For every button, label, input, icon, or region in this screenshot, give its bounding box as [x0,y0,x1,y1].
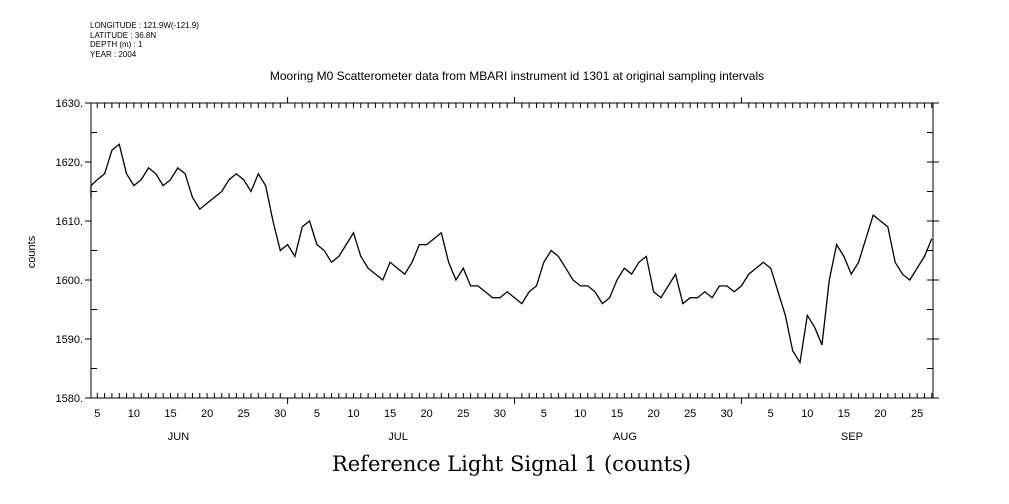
x-tick-label: 15 [838,408,850,420]
metadata-block: LONGITUDE : 121.9W(-121.9) LATITUDE : 36… [90,21,199,59]
year-label: YEAR : 2004 [90,49,137,59]
depth-label: DEPTH (m) : 1 [90,40,143,49]
month-label: AUG [613,431,637,443]
x-tick-label: 5 [314,408,320,420]
latitude-label: LATITUDE : 36.8N [90,30,157,40]
y-tick-label: 1590. [55,334,83,346]
y-tick-label: 1630. [55,98,83,110]
y-tick-label: 1580. [55,393,83,405]
x-tick-label: 5 [94,408,100,420]
x-tick-label: 10 [574,408,586,420]
x-tick-label: 5 [768,408,774,420]
y-tick-label: 1620. [55,157,83,169]
x-tick-label: 30 [494,408,506,420]
x-tick-label: 25 [457,408,469,420]
x-axis-label: Reference Light Signal 1 (counts) [331,452,692,476]
y-axis-label: counts [26,235,38,268]
x-tick-label: 10 [128,408,140,420]
x-tick-label: 10 [347,408,359,420]
x-tick-label: 15 [384,408,396,420]
plot-frame [90,102,934,399]
month-label: JUN [168,431,189,443]
x-tick-label: 25 [911,408,923,420]
x-tick-label: 20 [647,408,659,420]
x-tick-label: 30 [274,408,286,420]
y-tick-label: 1600. [55,275,83,287]
x-tick-label: 20 [421,408,433,420]
x-tick-label: 5 [541,408,547,420]
x-tick-label: 15 [164,408,176,420]
x-tick-label: 15 [611,408,623,420]
x-tick-label: 20 [201,408,213,420]
longitude-label: LONGITUDE : 121.9W(-121.9) [90,21,199,30]
x-tick-label: 10 [801,408,813,420]
data-series-line [90,143,933,365]
x-tick-label: 25 [684,408,696,420]
x-tick-label: 20 [874,408,886,420]
x-tick-label: 30 [721,408,733,420]
month-label: JUL [388,431,408,443]
month-label: SEP [841,431,863,443]
y-tick-label: 1610. [55,216,83,228]
x-tick-label: 25 [238,408,250,420]
chart-title: Mooring M0 Scatterometer data from MBARI… [269,69,765,83]
